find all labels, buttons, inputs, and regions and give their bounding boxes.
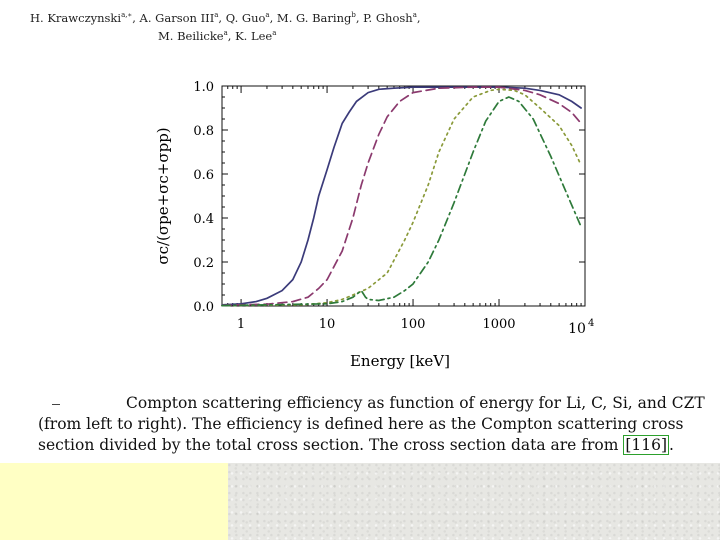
figure-caption: Compton scattering efficiency as functio… (38, 393, 718, 456)
y-tick-label: 0.4 (193, 212, 214, 227)
y-axis-label: σc/(σpe+σc+σpp) (154, 127, 172, 264)
y-tick-label: 0.0 (193, 300, 214, 315)
yellow-footer-panel (0, 463, 228, 540)
x-axis: 1 10 100 1000 10 4 (221, 86, 594, 337)
citation-link[interactable]: [116] (623, 435, 670, 455)
author-name: , A. Garson III (132, 10, 215, 25)
author-name: H. Krawczynski (30, 10, 122, 25)
x-axis-label: Energy [keV] (350, 352, 450, 370)
author-list: H. Krawczynskia,∗, A. Garson IIIa, Q. Gu… (30, 8, 590, 44)
author-line-2: M. Beilickea, K. Leea (30, 26, 590, 44)
author-name: , K. Lee (227, 28, 273, 43)
y-tick-label: 0.8 (193, 124, 214, 139)
x-tick-label: 1 (237, 317, 245, 332)
x-tick-label: 10 (319, 317, 336, 332)
x-tick-label: 10 (568, 321, 586, 337)
caption-text: Compton scattering efficiency as functio… (38, 394, 705, 454)
li-efficiency-line (221, 86, 582, 306)
granite-footer-panel (228, 463, 720, 540)
author-affiliation-mark: a,∗ (121, 11, 133, 19)
caption-end: . (669, 436, 674, 454)
c-efficiency-line (221, 86, 582, 307)
author-affiliation-mark: a (265, 11, 270, 19)
author-name: M. Beilicke (158, 28, 224, 43)
author-line-1: H. Krawczynskia,∗, A. Garson IIIa, Q. Gu… (30, 8, 590, 26)
author-affiliation-mark: a (412, 11, 417, 19)
author-name: , P. Ghosh (355, 10, 413, 25)
author-affiliation-mark: a (214, 11, 219, 19)
author-affiliation-mark: a (272, 28, 277, 37)
x-tick-label: 1000 (482, 317, 515, 332)
author-name: , (416, 10, 421, 25)
y-axis: 0.0 0.2 0.4 0.6 0.8 1.0 (193, 80, 585, 315)
x-tick-label: 100 (401, 317, 426, 332)
author-name: , M. G. Baring (269, 10, 352, 25)
plot-frame (221, 85, 586, 307)
x-tick-label-exponent: 4 (588, 318, 594, 329)
y-tick-label: 0.6 (193, 168, 214, 183)
si-efficiency-line (221, 88, 582, 307)
compton-efficiency-chart: 0.00.20.40.60.81.0 1 10 100 1000 10 4 σc/(σpe… (154, 80, 594, 370)
author-affiliation-mark: a (223, 28, 228, 37)
y-tick-label: 0.2 (193, 256, 214, 271)
caption-marker (52, 403, 60, 405)
series-group (221, 86, 582, 307)
y-tick-label: 1.0 (193, 80, 214, 95)
czt-efficiency-line (221, 96, 582, 307)
author-name: , Q. Guo (218, 10, 266, 25)
author-affiliation-mark: b (351, 11, 356, 19)
